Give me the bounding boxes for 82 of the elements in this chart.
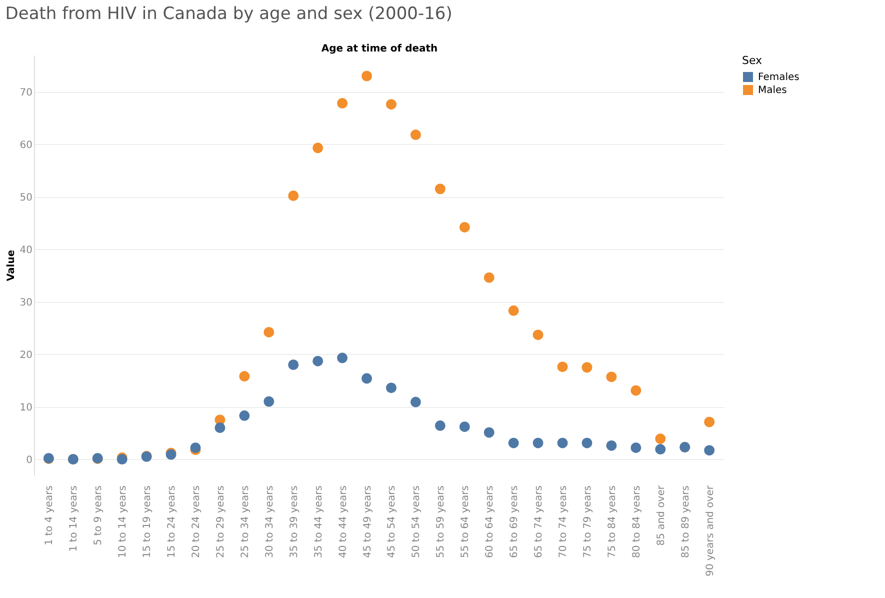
y-tick-label: 20: [20, 350, 32, 361]
y-tick-label: 60: [20, 140, 32, 151]
x-tick-label: 85 and over: [656, 484, 667, 546]
point: [508, 438, 519, 448]
point: [655, 444, 666, 455]
point: [434, 184, 446, 194]
x-tick-label: 40 to 44 years: [338, 486, 349, 558]
x-axis-title: Age at time of death: [321, 44, 438, 54]
x-tick-label: 45 to 49 years: [362, 486, 374, 558]
x-tick-label: 55 to 64 years: [460, 486, 472, 558]
point: [239, 410, 250, 421]
legend-label: Females: [758, 72, 800, 83]
point: [386, 99, 396, 110]
point: [557, 438, 568, 448]
point: [704, 445, 715, 456]
x-tick-label: 65 to 74 years: [534, 486, 545, 558]
point: [434, 420, 446, 431]
point: [582, 438, 592, 448]
point: [655, 434, 666, 444]
point: [312, 142, 324, 154]
x-tick-label: 30 to 34 years: [264, 486, 276, 558]
y-tick-label: 50: [20, 192, 32, 204]
point: [386, 382, 396, 394]
legend-title: Sex: [742, 54, 763, 67]
point: [362, 373, 372, 384]
x-tick-label: 80 to 84 years: [631, 486, 642, 558]
point: [704, 416, 715, 428]
x-tick-label: 70 to 74 years: [558, 486, 570, 558]
point: [337, 352, 348, 364]
point: [288, 360, 299, 370]
x-tick-label: 5 to 9 years: [93, 486, 104, 546]
x-tick-label: 35 to 44 years: [313, 486, 324, 558]
x-tick-label: 25 to 29 years: [215, 486, 226, 558]
x-tick-label: 65 to 69 years: [509, 486, 520, 558]
x-tick-label: 1 to 4 years: [44, 486, 56, 546]
point: [337, 98, 348, 109]
y-tick-label: 30: [20, 297, 32, 308]
x-tick-label: 1 to 14 years: [68, 486, 80, 552]
y-tick-label: 0: [26, 454, 32, 466]
x-tick-label: 10 to 14 years: [118, 486, 129, 558]
point: [410, 396, 421, 408]
x-tick-label: 50 to 54 years: [411, 486, 422, 558]
point: [582, 362, 592, 373]
point: [459, 222, 470, 232]
point: [606, 440, 617, 451]
x-tick-label: 20 to 24 years: [190, 486, 202, 558]
x-tick-label: 60 to 64 years: [484, 486, 496, 558]
point: [239, 371, 250, 382]
x-tick-label: 90 years and over: [704, 484, 716, 576]
point: [484, 427, 494, 438]
point: [190, 442, 201, 453]
y-tick-label: 10: [20, 402, 32, 414]
point: [630, 442, 642, 453]
point: [288, 190, 299, 201]
x-tick-label: 15 to 24 years: [166, 486, 178, 558]
x-tick-label: 85 to 89 years: [680, 486, 692, 558]
point: [362, 70, 372, 82]
legend-label: Males: [758, 85, 787, 96]
x-tick-label: 15 to 19 years: [142, 486, 154, 558]
y-tick-label: 40: [20, 244, 32, 256]
chart-title: Death from HIV in Canada by age and sex (2000-16): [5, 4, 452, 24]
x-tick-label: 45 to 54 years: [386, 486, 398, 558]
x-tick-label: 35 to 39 years: [288, 486, 300, 558]
y-tick-label: 70: [20, 87, 32, 98]
point: [264, 396, 274, 407]
x-tick-label: 75 to 84 years: [606, 486, 618, 558]
point: [606, 372, 617, 382]
point: [312, 356, 324, 366]
point: [459, 421, 470, 432]
point: [630, 385, 642, 396]
x-tick-label: 55 to 59 years: [436, 486, 447, 558]
point: [557, 362, 568, 372]
y-axis-title: Value: [6, 250, 17, 282]
x-tick-label: 25 to 34 years: [240, 486, 251, 558]
point: [532, 330, 544, 340]
point: [484, 272, 494, 283]
point: [214, 422, 226, 433]
point: [532, 438, 544, 448]
x-tick-label: 75 to 79 years: [582, 486, 594, 558]
point: [508, 305, 519, 316]
point: [264, 326, 274, 338]
point: [410, 130, 421, 140]
